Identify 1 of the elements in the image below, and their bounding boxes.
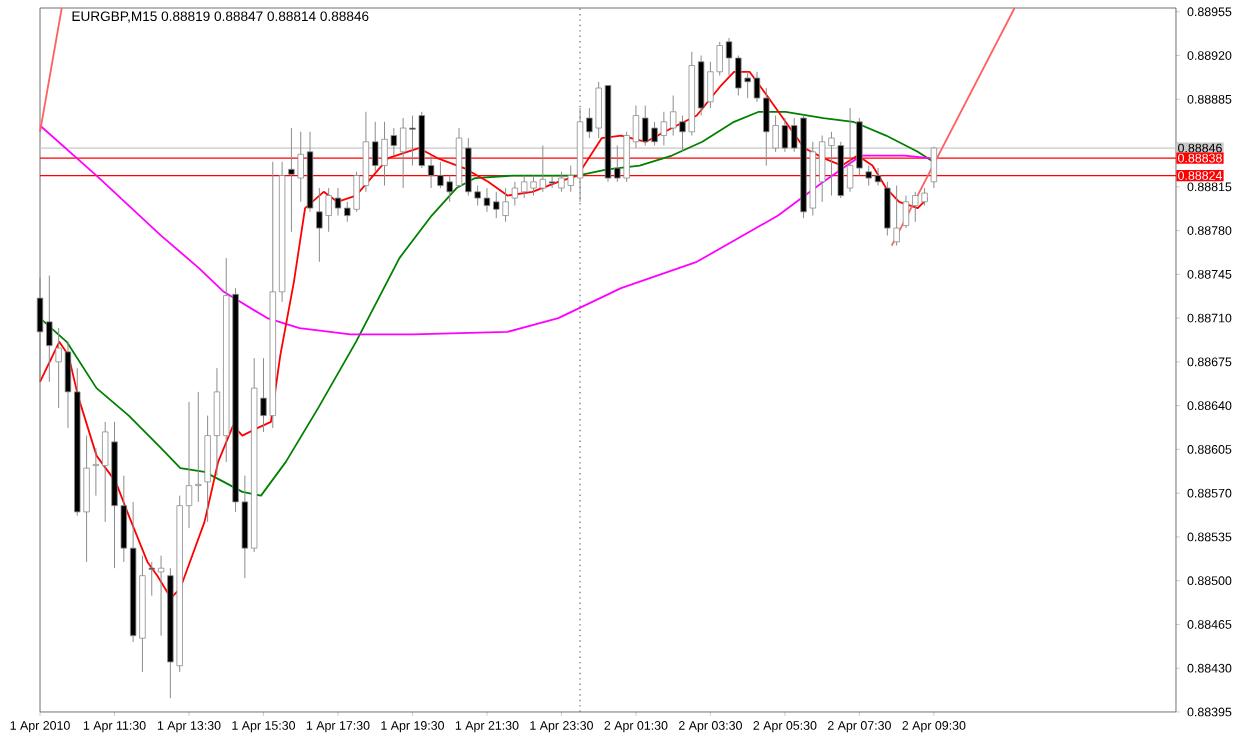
candlestick xyxy=(930,146,938,189)
